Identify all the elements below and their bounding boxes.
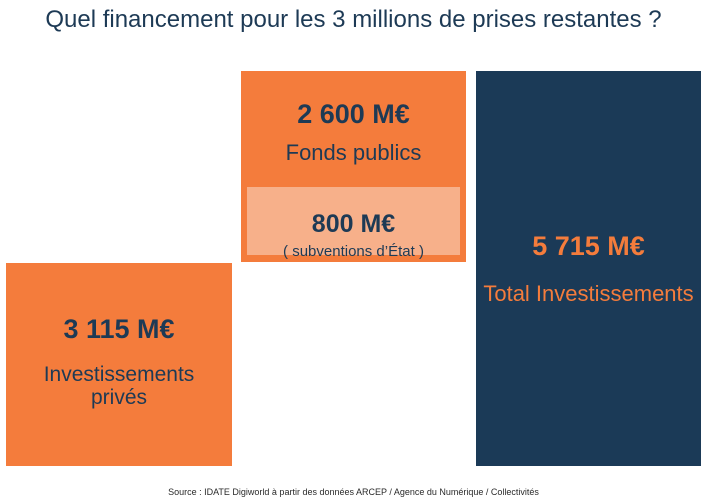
private-investment-bar: 3 115 M€ Investissements privés	[6, 263, 232, 466]
private-investment-value: 3 115 M€	[63, 314, 175, 344]
state-subsidy-bar: 800 M€ ( subventions d’État )	[247, 187, 460, 260]
state-subsidy-value: 800 M€	[311, 210, 396, 238]
source-note: Source : IDATE Digiworld à partir des do…	[168, 487, 539, 497]
public-funds-label: Fonds publics	[285, 140, 422, 165]
public-funds-bar: 2 600 M€ Fonds publics 800 M€ ( subventi…	[241, 71, 466, 262]
total-investment-value: 5 715 M€	[532, 231, 645, 261]
public-funds-value: 2 600 M€	[297, 99, 410, 129]
state-subsidy-label: ( subventions d’État )	[283, 243, 424, 260]
total-investment-label: Total Investissements	[483, 281, 694, 306]
total-investment-bar: 5 715 M€ Total Investissements	[476, 71, 701, 466]
private-investment-label: Investissements privés	[43, 363, 195, 409]
chart-title: Quel financement pour les 3 millions de …	[45, 6, 662, 33]
